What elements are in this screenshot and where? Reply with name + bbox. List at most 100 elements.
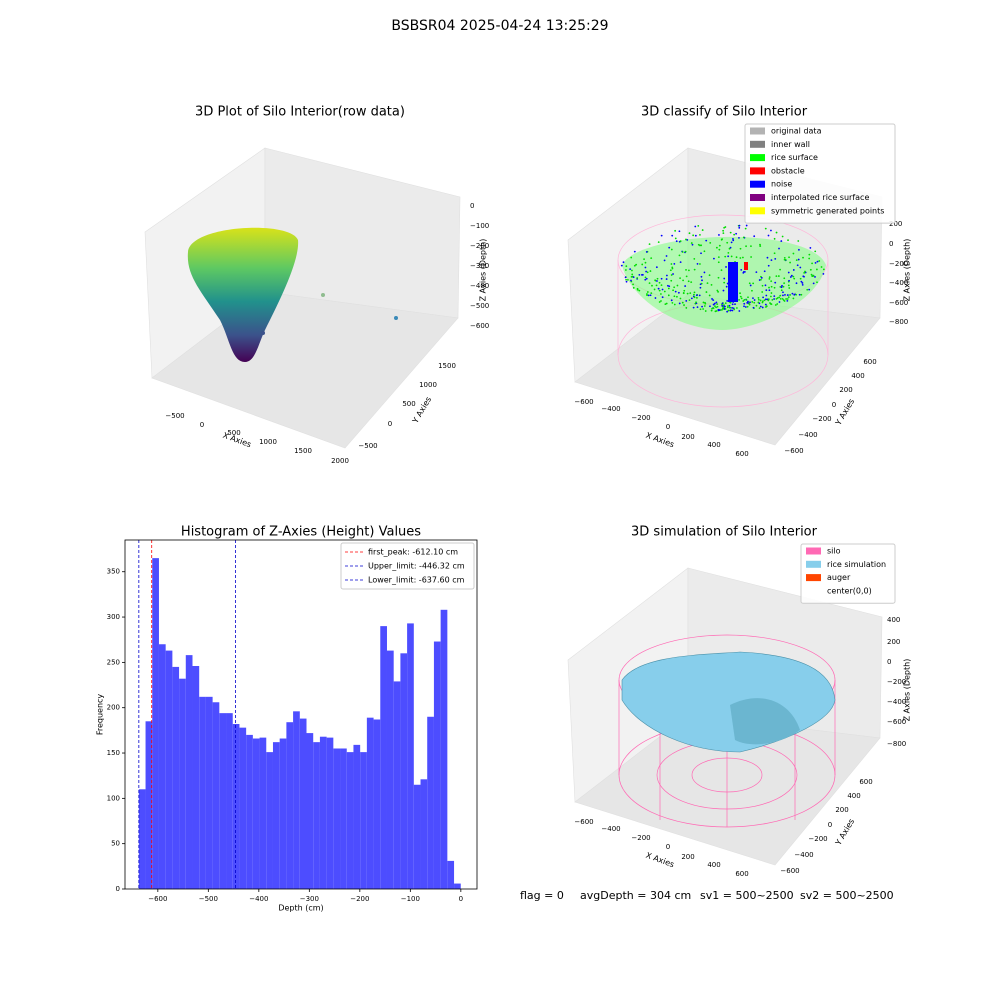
bar [386,650,394,889]
scatter-dot [644,261,647,264]
scatter-dot [668,285,671,288]
scatter-dot [710,309,713,312]
scatter-dot [757,297,760,299]
scatter-dot [809,268,812,271]
scatter-dot [696,262,699,265]
scatter-dot [739,257,742,259]
y-tick-label: 400 [851,372,864,380]
scatter-dot [722,229,725,232]
x-tick-label: 0 [666,423,670,431]
z-axis-label: Z Axies (Depth) [479,239,488,302]
scatter-dot [814,276,816,278]
scatter-dot [761,306,764,309]
bar [246,734,253,889]
bar [279,738,287,889]
y-tick-label: 1000 [419,381,437,389]
y-tick-label: 200 [835,806,848,814]
scatter-dot [743,302,746,305]
scatter-dot [676,295,678,298]
scatter-dot [787,271,790,274]
scatter-dot [701,279,703,282]
z-tick-label: −400 [470,282,489,290]
scatter-dot [728,304,731,307]
scatter-dot [655,266,658,269]
bar [299,718,307,889]
scatter-dot [694,234,697,237]
scatter-dot [724,302,727,305]
scatter-dot [775,275,778,278]
scatter-dot [630,256,633,259]
scatter-dot [775,298,778,300]
legend-swatch [750,194,765,201]
scatter-dot [779,297,782,300]
scatter-dot [738,299,740,301]
scatter-dot [764,303,767,306]
scatter-dot [815,268,818,271]
scatter-dot [691,243,694,246]
scatter-dot [622,261,625,264]
scatter-dot [705,291,708,293]
scatter-dot [739,247,742,250]
scatter-dot [625,265,628,268]
x-tick-label: −200 [631,834,650,842]
bar [293,711,300,889]
scatter-dot [655,284,658,287]
x-tick-label: 0 [666,843,670,851]
scatter-dot [761,291,764,293]
scatter-dot [685,275,688,278]
scatter-dot [791,292,794,295]
scatter-dot [727,255,730,258]
scatter-dot [818,260,821,262]
scatter-dot [761,284,764,287]
z-tick-label: 200 [887,638,900,646]
scatter-dot [683,289,686,292]
bar [340,748,347,889]
scatter-dot [670,279,673,282]
scatter-dot [744,271,746,273]
scatter-dot [806,288,809,291]
legend-box [800,543,896,604]
scatter-dot [660,293,662,295]
scatter-dot [741,256,744,259]
scatter-dot [793,277,796,280]
scatter-dot [678,230,681,233]
scatter-dot [699,283,702,286]
scatter-dot [713,257,715,260]
scatter-dot [710,283,713,286]
z-tick-label: 0 [470,202,474,210]
z-tick-label: 0 [889,240,893,248]
scatter-dot [738,236,740,239]
z-tick-label: 0 [887,658,891,666]
y-tick-label: 500 [402,400,415,408]
scatter-dot [715,246,718,249]
y-tick-label: 200 [107,704,120,712]
scatter-dot [744,306,747,308]
scatter-dot [739,292,741,295]
scatter-dot [693,296,696,299]
scatter-dot [789,261,791,264]
scatter-dot [802,256,804,259]
scatter-dot [759,299,762,302]
y-tick-label: 250 [107,658,120,666]
legend-label: auger [827,573,851,582]
scatter-dot [788,256,790,259]
y-tick-label: −500 [358,442,377,450]
scatter-dot [656,280,658,282]
scatter-dot [679,261,682,264]
scatter-dot [782,285,785,288]
scatter-dot [636,288,639,291]
legend-box [744,123,896,224]
scatter-dot [786,294,789,296]
scatter-dot [699,233,701,236]
bar [380,626,387,889]
z-tick-label: −200 [470,242,489,250]
scatter-dot [738,310,741,312]
scatter-dot [771,298,774,301]
x-axis-label: Depth (cm) [278,904,323,913]
x-axis-label: X Axies [645,431,676,450]
scatter-dot [670,248,673,251]
x-tick-label: 200 [681,853,694,861]
x-tick-label: −500 [199,895,218,903]
scatter-dot [705,239,708,242]
scatter-dot [812,282,815,285]
